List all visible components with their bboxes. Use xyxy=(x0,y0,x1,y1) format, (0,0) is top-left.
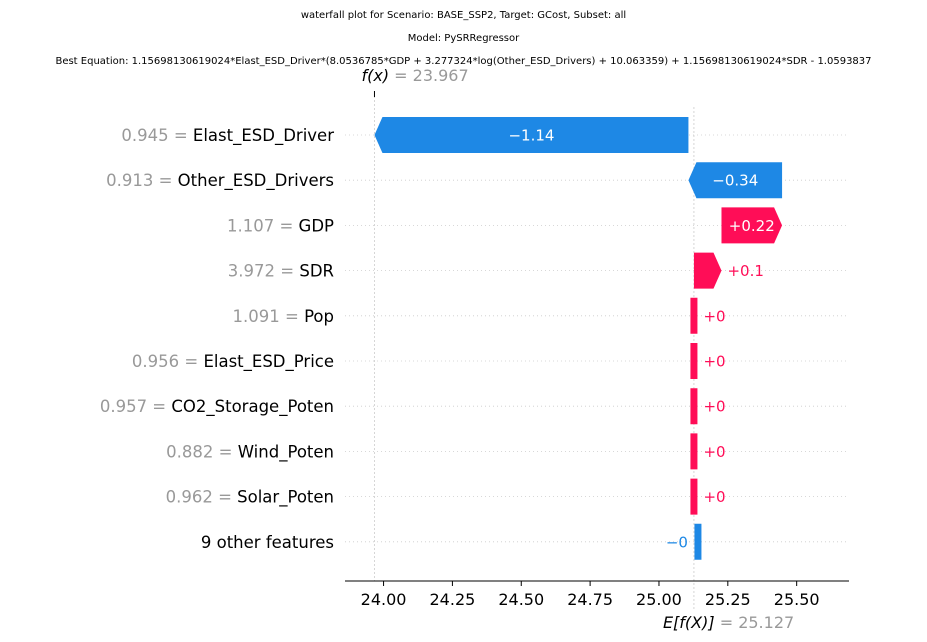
feature-label: 0.882 = Wind_Poten xyxy=(166,442,334,462)
feature-value: 0.945 = xyxy=(121,126,193,145)
feature-name: Other_ESD_Drivers xyxy=(178,171,334,191)
fx-value: = 23.967 xyxy=(389,66,469,85)
feature-value: 0.957 = xyxy=(100,397,172,416)
bar-value-label: +0 xyxy=(703,398,725,416)
feature-value: 0.956 = xyxy=(132,352,204,371)
feature-label: 1.107 = GDP xyxy=(227,216,334,235)
chart-subtitle-model: Model: PySRRegressor xyxy=(407,33,520,44)
bar-co2_storage_poten xyxy=(690,388,698,425)
bar-pop xyxy=(690,297,698,334)
feature-name: CO2_Storage_Poten xyxy=(171,397,334,417)
x-tick-label: 24.75 xyxy=(567,590,613,609)
x-tick-label: 25.25 xyxy=(705,590,751,609)
feature-name: Elast_ESD_Driver xyxy=(193,126,334,146)
x-tick-label: 24.50 xyxy=(498,590,544,609)
fx-label: f(x) xyxy=(361,66,389,85)
bar-gdp xyxy=(721,207,783,244)
x-tick-label: 24.25 xyxy=(430,590,476,609)
bar-elast_esd_price xyxy=(690,343,698,379)
feature-value: 0.962 = xyxy=(166,488,238,507)
feature-value: 3.972 = xyxy=(228,262,300,281)
feature-label: 3.972 = SDR xyxy=(228,262,334,281)
feature-name: Elast_ESD_Price xyxy=(203,352,334,372)
bar-value-label: +0 xyxy=(703,353,725,371)
x-tick-label: 25.00 xyxy=(636,590,682,609)
efx-label: E[f(X)] xyxy=(663,613,715,632)
feature-label: 0.957 = CO2_Storage_Poten xyxy=(100,397,334,417)
feature-name: Wind_Poten xyxy=(238,442,334,462)
feature-label: 1.091 = Pop xyxy=(233,307,335,326)
chart-subtitle-equation: Best Equation: 1.15698130619024*Elast_ES… xyxy=(55,56,872,67)
efx-annotation: E[f(X)] = 25.127 xyxy=(663,613,794,632)
feature-name: GDP xyxy=(299,216,334,235)
bar-value-label: +0 xyxy=(703,307,725,325)
bar-value-label: +0.22 xyxy=(729,217,775,235)
chart-title: waterfall plot for Scenario: BASE_SSP2, … xyxy=(300,10,627,21)
bar-9-other-features xyxy=(694,523,702,560)
feature-label: 0.962 = Solar_Poten xyxy=(166,488,334,508)
feature-label: 9 other features xyxy=(201,533,334,552)
bar-sdr xyxy=(693,252,722,289)
bar-elast_esd_driver xyxy=(374,117,689,153)
feature-name: SDR xyxy=(299,262,334,281)
bar-wind_poten xyxy=(690,433,698,470)
feature-label: 0.945 = Elast_ESD_Driver xyxy=(121,126,334,146)
bar-other_esd_drivers xyxy=(688,162,783,199)
feature-value: 0.882 = xyxy=(166,442,238,461)
bar-value-label: +0.1 xyxy=(727,262,763,280)
feature-value: 1.091 = xyxy=(233,307,305,326)
bar-solar_poten xyxy=(690,478,698,515)
feature-value: 0.913 = xyxy=(106,171,178,190)
feature-label: 0.913 = Other_ESD_Drivers xyxy=(106,171,334,191)
feature-name: Solar_Poten xyxy=(237,488,334,508)
x-tick-label: 24.00 xyxy=(361,590,407,609)
feature-label: 0.956 = Elast_ESD_Price xyxy=(132,352,334,372)
feature-value: 1.107 = xyxy=(227,216,299,235)
bar-value-label: −0.34 xyxy=(712,172,758,190)
x-tick-label: 25.50 xyxy=(774,590,820,609)
bar-value-label: −1.14 xyxy=(508,127,554,145)
bar-value-label: +0 xyxy=(703,443,725,461)
feature-name: Pop xyxy=(304,307,334,326)
bar-value-label: +0 xyxy=(703,488,725,506)
bar-value-label: −0 xyxy=(666,533,688,551)
feature-name: 9 other features xyxy=(201,533,334,552)
fx-annotation: f(x) = 23.967 xyxy=(361,66,468,85)
efx-value: = 25.127 xyxy=(715,613,795,632)
